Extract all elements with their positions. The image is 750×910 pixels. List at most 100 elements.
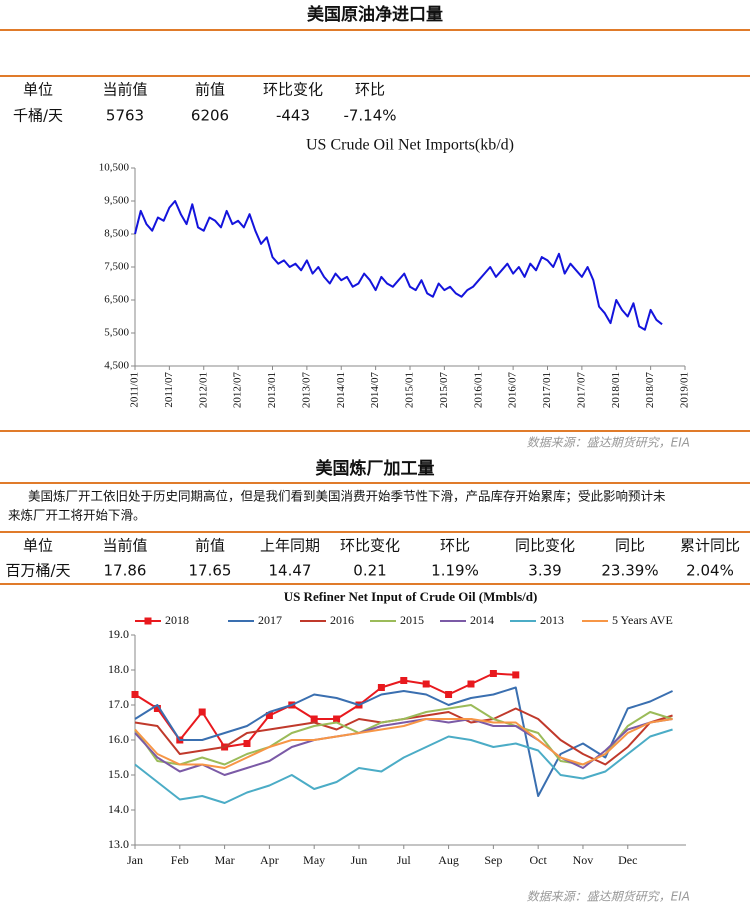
x-tick-label: 2014/07 (369, 372, 381, 409)
table-cell: 17.65 (189, 562, 232, 580)
table-cell: 14.47 (269, 562, 312, 580)
table-cell: 3.39 (528, 562, 561, 580)
section-title: 美国炼厂加工量 (316, 458, 435, 479)
y-tick-label: 14.0 (108, 802, 129, 816)
series-line (134, 672, 516, 748)
x-tick-label: 2015/07 (438, 372, 450, 409)
table-cell: 千桶/天 (13, 107, 63, 125)
series-marker (445, 691, 453, 698)
y-tick-label: 10,500 (99, 162, 130, 174)
legend-label: 2018 (165, 613, 189, 627)
x-tick-label: 2015/01 (404, 372, 416, 408)
x-tick-label: Mar (215, 853, 235, 867)
legend-marker (144, 617, 152, 625)
table-cell: 1.19% (431, 562, 479, 580)
chart-title: US Refiner Net Input of Crude Oil (Mmbls… (284, 589, 538, 604)
x-tick-label: Dec (618, 853, 637, 867)
y-tick-label: 8,500 (104, 228, 129, 240)
table-cell: 2.04% (686, 562, 734, 580)
series-marker (333, 715, 341, 723)
y-tick-label: 13.0 (108, 837, 129, 851)
series-marker (489, 670, 497, 677)
x-tick-label: 2014/01 (335, 372, 347, 408)
table-cell: 17.86 (104, 562, 147, 580)
table-header: 当前值 (102, 81, 147, 99)
series-marker (422, 680, 430, 688)
y-tick-label: 9,500 (104, 195, 129, 207)
x-tick-label: 2018/01 (610, 372, 622, 408)
legend-label: 2016 (330, 613, 354, 627)
y-tick-label: 16.0 (108, 732, 129, 746)
series-marker (153, 705, 161, 712)
x-tick-label: 2017/01 (541, 372, 553, 408)
table-header: 同比变化 (515, 537, 575, 555)
legend-label: 2013 (540, 613, 564, 627)
table-header: 单位 (23, 81, 53, 99)
table-cell: 0.21 (353, 562, 386, 580)
series-marker (310, 715, 318, 723)
y-tick-label: 4,500 (104, 360, 129, 372)
x-tick-label: 2018/07 (644, 372, 656, 409)
series-marker (243, 740, 251, 747)
series-marker (467, 680, 475, 688)
x-tick-label: Jan (127, 853, 143, 867)
x-tick-label: Nov (573, 853, 594, 867)
x-tick-label: Feb (171, 853, 189, 867)
y-tick-label: 7,500 (104, 261, 129, 273)
x-tick-label: Apr (260, 853, 279, 867)
table-header: 同比 (615, 537, 645, 555)
y-tick-label: 6,500 (104, 294, 129, 306)
table-cell: 6206 (191, 107, 229, 125)
table-header: 环比变化 (340, 537, 400, 555)
y-tick-label: 5,500 (104, 327, 129, 339)
x-tick-label: Aug (438, 853, 459, 867)
x-tick-label: Sep (484, 853, 502, 867)
series-marker (400, 677, 408, 684)
table-cell: 百万桶/天 (5, 562, 70, 580)
source-note: 数据来源：盛达期货研究，EIA (527, 890, 690, 904)
series-line (134, 200, 663, 331)
table-header: 前值 (195, 81, 225, 99)
table-header: 环比 (355, 81, 385, 99)
x-tick-label: Jun (351, 853, 368, 867)
x-tick-label: 2019/01 (679, 372, 691, 408)
table-header: 累计同比 (680, 537, 740, 555)
x-tick-label: 2016/07 (507, 372, 519, 409)
x-tick-label: Jul (397, 853, 412, 867)
x-tick-label: 2011/01 (129, 372, 141, 408)
series-line (134, 686, 673, 797)
table-header: 单位 (23, 537, 53, 555)
y-tick-label: 18.0 (108, 662, 129, 676)
series-marker (131, 691, 139, 698)
table-header: 上年同期 (260, 537, 320, 555)
table-cell: 23.39% (601, 562, 658, 580)
table-cell: -7.14% (343, 107, 396, 125)
chart-title: US Crude Oil Net Imports(kb/d) (306, 137, 514, 154)
x-tick-label: 2013/07 (300, 372, 312, 409)
paragraph-line: 美国炼厂开工依旧处于历史同期高位，但是我们看到美国消费开始季节性下滑，产品库存开… (28, 489, 666, 504)
x-tick-label: 2012/01 (197, 372, 209, 408)
x-tick-label: 2016/01 (472, 372, 484, 408)
y-tick-label: 15.0 (108, 767, 129, 781)
legend-label: 2017 (258, 613, 282, 627)
x-tick-label: 2017/07 (575, 372, 587, 409)
series-line (134, 728, 673, 804)
legend-label: 5 Years AVE (612, 613, 673, 627)
x-tick-label: 2011/07 (163, 372, 175, 408)
table-header: 环比变化 (263, 81, 323, 99)
section-title: 美国原油净进口量 (307, 4, 443, 25)
series-marker (512, 671, 520, 679)
y-tick-label: 17.0 (108, 697, 129, 711)
table-header: 前值 (195, 537, 225, 555)
series-line (134, 718, 673, 769)
x-tick-label: Oct (530, 853, 548, 867)
y-tick-label: 19.0 (108, 627, 129, 641)
series-marker (377, 684, 385, 691)
legend-label: 2014 (470, 613, 494, 627)
paragraph-line: 来炼厂开工将开始下滑。 (8, 508, 146, 523)
series-marker (198, 708, 206, 716)
table-header: 环比 (440, 537, 470, 555)
x-tick-label: 2012/07 (232, 372, 244, 409)
table-cell: 5763 (106, 107, 144, 125)
